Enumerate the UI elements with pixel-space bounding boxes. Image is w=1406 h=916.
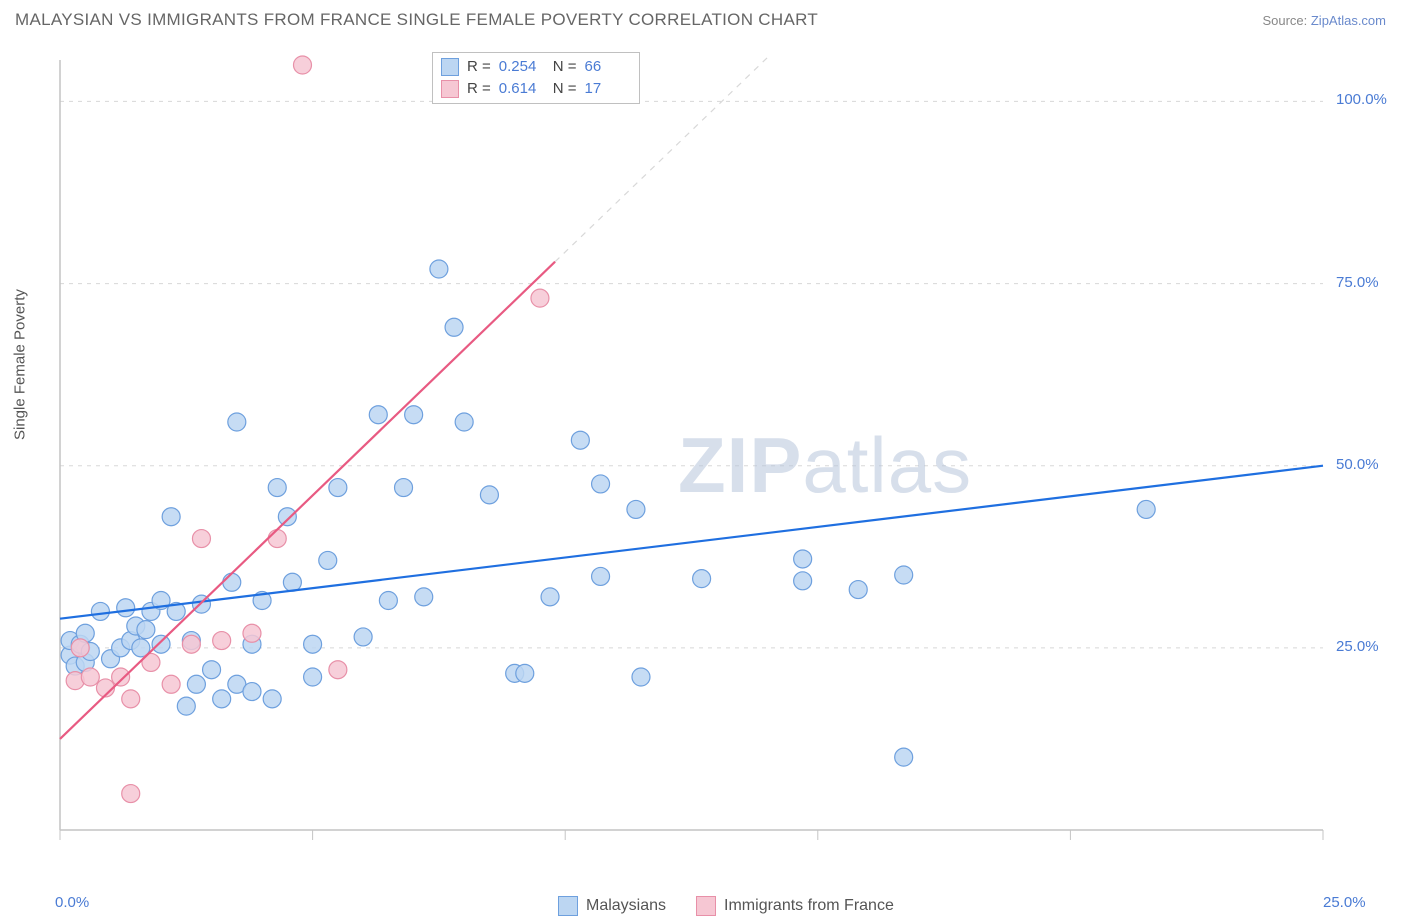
series-legend-item: Immigrants from France — [696, 896, 894, 916]
x-tick-label: 25.0% — [1323, 894, 1366, 911]
correlation-legend: R = 0.254 N = 66 R = 0.614 N = 17 — [432, 52, 640, 104]
legend-row: R = 0.254 N = 66 — [441, 56, 631, 78]
chart-title: MALAYSIAN VS IMMIGRANTS FROM FRANCE SING… — [15, 10, 818, 30]
series-name: Immigrants from France — [724, 897, 894, 914]
legend-n-value: 17 — [585, 78, 631, 100]
legend-r-label: R = — [467, 78, 491, 100]
y-tick-label: 75.0% — [1336, 274, 1379, 291]
legend-r-label: R = — [467, 56, 491, 78]
legend-r-value: 0.254 — [499, 56, 545, 78]
y-tick-label: 25.0% — [1336, 638, 1379, 655]
legend-swatch — [558, 896, 578, 916]
chart-area: ZIPatlas R =0.254N =66R =0.614N =17 Mala… — [48, 50, 1388, 850]
series-legend-item: Malaysians — [558, 896, 666, 916]
legend-swatch — [441, 58, 459, 76]
y-tick-label: 50.0% — [1336, 456, 1379, 473]
x-tick-label: 0.0% — [55, 894, 89, 911]
source-link[interactable]: ZipAtlas.com — [1311, 13, 1386, 28]
legend-swatch — [696, 896, 716, 916]
legend-row: R = 0.614 N = 17 — [441, 78, 631, 100]
legend-n-value: 66 — [585, 56, 631, 78]
legend-n-label: N = — [553, 78, 577, 100]
legend-swatch — [441, 80, 459, 98]
y-tick-label: 100.0% — [1336, 91, 1387, 108]
legend-r-value: 0.614 — [499, 78, 545, 100]
chart-source: Source: ZipAtlas.com — [1262, 13, 1386, 28]
legend-n-label: N = — [553, 56, 577, 78]
chart-header: MALAYSIAN VS IMMIGRANTS FROM FRANCE SING… — [0, 0, 1406, 35]
series-legend: Malaysians Immigrants from France — [558, 896, 894, 916]
series-name: Malaysians — [586, 897, 666, 914]
scatter-chart-svg — [48, 50, 1388, 850]
y-axis-label: Single Female Poverty — [12, 289, 29, 440]
